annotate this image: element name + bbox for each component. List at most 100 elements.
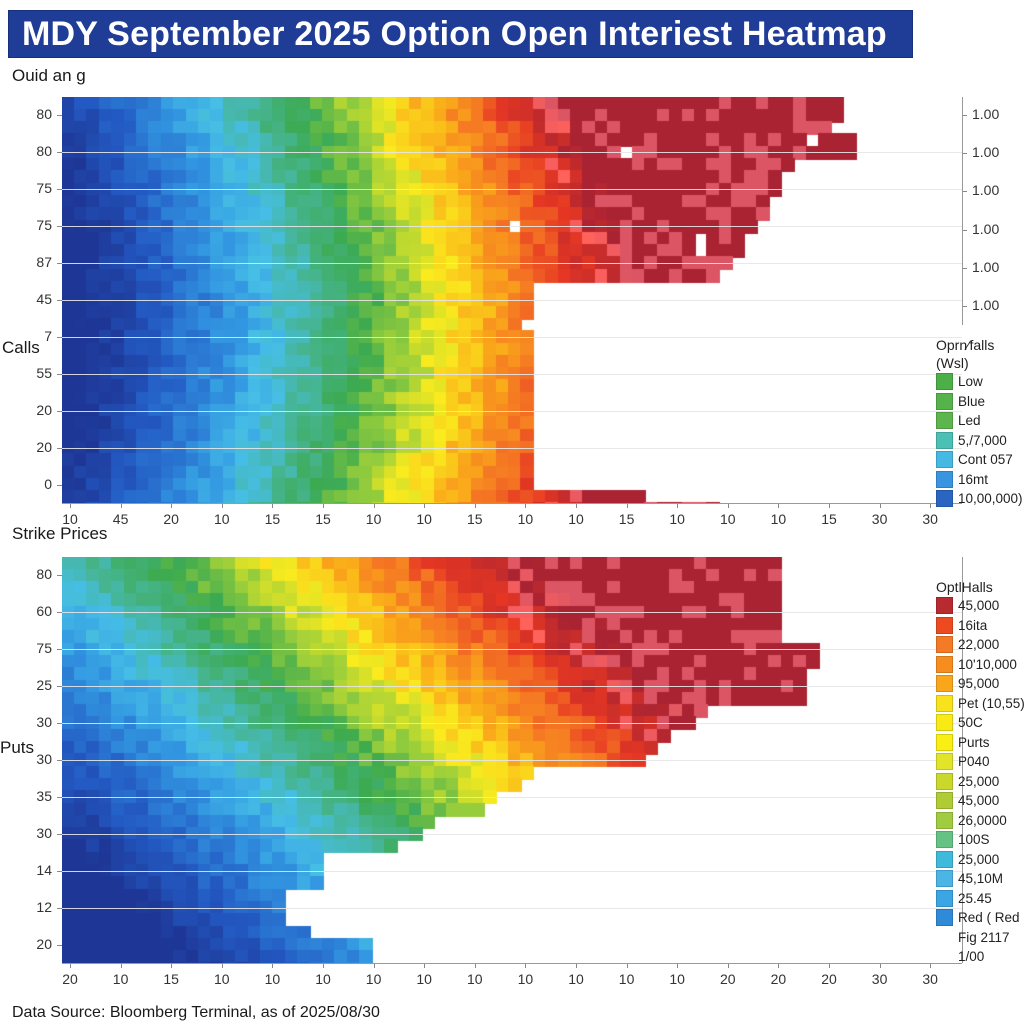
x-tick-label: 10 xyxy=(365,971,382,987)
legend-item: Red ( Red xyxy=(936,908,1024,928)
x-tick-label: 10 xyxy=(568,971,584,987)
legend-swatch xyxy=(936,733,953,751)
legend-item-label: 100S xyxy=(958,832,990,848)
x-tick-mark xyxy=(373,963,375,968)
x-tick-label: 10 xyxy=(365,511,382,527)
y-tick-mark xyxy=(57,945,62,946)
right-tick-label: 1.00 xyxy=(972,106,1000,122)
legend-swatch xyxy=(936,490,953,508)
x-tick-mark xyxy=(778,503,780,508)
x-tick-mark xyxy=(424,963,426,968)
legend-swatch xyxy=(936,616,953,634)
legend-swatch xyxy=(936,753,953,771)
legend-item: Blue xyxy=(936,392,1023,412)
legend-item-label: 45,10M xyxy=(958,871,1004,887)
legend-item-label: 26,0000 xyxy=(958,812,1007,828)
y-tick-mark xyxy=(57,485,62,486)
legend-swatch xyxy=(936,850,953,868)
legend-item: 22,000 xyxy=(936,635,1024,655)
legend-item-label: P040 xyxy=(958,754,990,770)
calls-legend-title: Oprn⁄falls xyxy=(936,337,995,353)
title-banner xyxy=(8,10,913,58)
legend-item-label: 95,000 xyxy=(958,676,1000,692)
gridline xyxy=(62,152,962,153)
y-tick-label: 75 xyxy=(36,217,52,233)
legend-item: 50C xyxy=(936,713,1024,733)
legend-item-label: Red ( Red xyxy=(958,910,1020,926)
puts-x-axis-line xyxy=(62,963,962,964)
y-tick-label: 20 xyxy=(36,402,52,418)
x-tick-label: 10 xyxy=(669,511,685,527)
legend-item: Cont 057 xyxy=(936,450,1023,470)
gridline xyxy=(62,411,962,412)
y-tick-label: 12 xyxy=(36,899,52,915)
x-tick-mark xyxy=(829,503,830,508)
y-tick-mark xyxy=(57,374,62,375)
right-tick-mark xyxy=(962,229,967,231)
x-tick-mark xyxy=(525,963,527,968)
x-tick-mark xyxy=(879,503,881,508)
right-tick-mark xyxy=(962,267,967,269)
legend-item-label: Purts xyxy=(958,734,990,750)
x-tick-label: 10 xyxy=(669,971,685,987)
legend-item-label: 5,/7,000 xyxy=(958,432,1007,448)
y-tick-mark xyxy=(57,152,62,153)
x-tick-mark xyxy=(626,503,628,508)
legend-item: Pet (10,55) xyxy=(936,694,1024,714)
x-tick-mark xyxy=(272,503,274,508)
legend-item: 10,00,000) xyxy=(936,489,1023,509)
x-tick-label: 15 xyxy=(467,511,483,527)
legend-item-label: Pet (10,55) xyxy=(958,695,1024,711)
x-tick-label: 30 xyxy=(922,511,938,527)
legend-swatch xyxy=(936,772,953,790)
legend-swatch xyxy=(936,714,953,732)
legend-item-label: Blue xyxy=(958,393,986,409)
legend-item: 26,0000 xyxy=(936,811,1024,831)
x-tick-label: 10 xyxy=(416,511,432,527)
y-tick-mark xyxy=(57,686,62,687)
right-tick-mark xyxy=(962,191,967,193)
y-tick-label: 35 xyxy=(36,788,52,804)
y-tick-mark xyxy=(57,649,62,650)
gridline xyxy=(62,686,962,687)
legend-item: P040 xyxy=(936,752,1024,772)
legend-item: 10'10,000 xyxy=(936,655,1024,675)
right-tick-label: 1.00 xyxy=(972,220,1000,237)
x-tick-label: 10 xyxy=(517,971,534,987)
y-tick-mark xyxy=(57,448,62,449)
right-tick-label: 1.00 xyxy=(972,182,1000,199)
legend-item: Purts xyxy=(936,733,1024,753)
x-tick-label: 10 xyxy=(62,511,78,527)
gridline xyxy=(62,189,962,190)
legend-extra-label: 1/00 xyxy=(958,948,985,964)
x-tick-label: 45 xyxy=(112,511,129,527)
legend-swatch xyxy=(936,831,953,849)
y-tick-mark xyxy=(57,723,62,724)
y-tick-label: 45 xyxy=(36,291,52,307)
legend-item-label: 50C xyxy=(958,715,983,731)
x-tick-label: 10 xyxy=(315,971,331,987)
y-tick-mark xyxy=(57,263,62,264)
x-tick-label: 15 xyxy=(315,511,331,527)
x-tick-label: 30 xyxy=(922,971,938,987)
legend-item: Led xyxy=(936,411,1023,431)
x-tick-label: 10 xyxy=(770,511,787,527)
x-tick-mark xyxy=(879,963,881,968)
legend-item-label: 45,000 xyxy=(958,598,1000,614)
x-tick-label: 10 xyxy=(568,511,584,527)
legend-swatch xyxy=(936,636,953,654)
right-tick-label: 1.00 xyxy=(972,144,1000,161)
legend-item: 45,000 xyxy=(936,791,1024,811)
y-tick-label: 7 xyxy=(44,328,52,344)
legend-swatch xyxy=(936,451,953,469)
x-tick-label: 10 xyxy=(416,971,432,987)
x-tick-label: 30 xyxy=(871,511,888,527)
y-tick-mark xyxy=(57,908,62,909)
x-tick-mark xyxy=(677,963,679,968)
y-tick-label: 80 xyxy=(36,143,52,159)
legend-item-label: 16ita xyxy=(958,617,988,633)
x-tick-label: 10 xyxy=(517,511,534,527)
legend-item: 16mt xyxy=(936,470,1023,490)
x-tick-mark xyxy=(323,963,324,968)
y-tick-label: 60 xyxy=(36,603,52,619)
